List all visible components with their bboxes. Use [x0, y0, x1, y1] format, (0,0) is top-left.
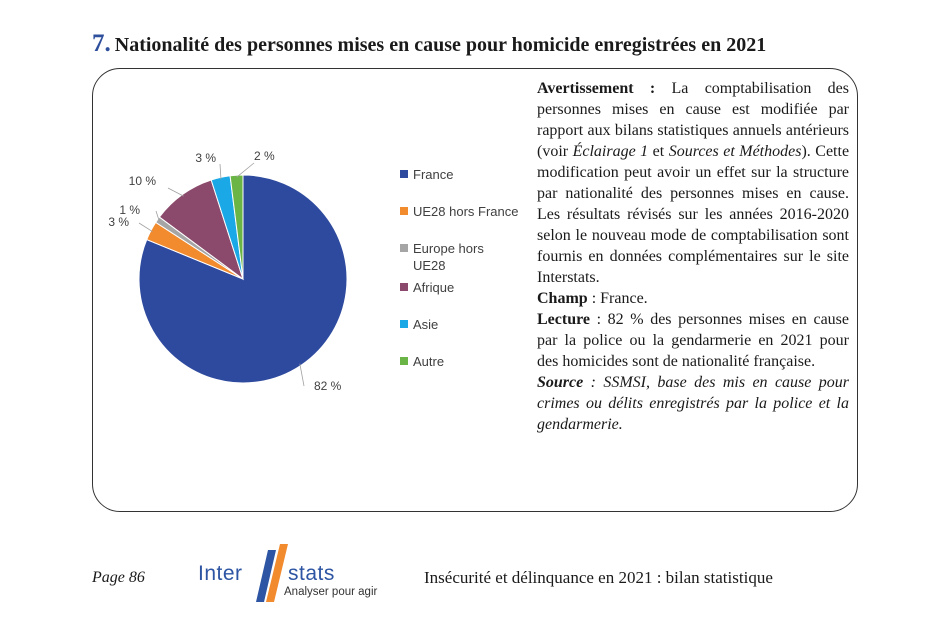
section-number: 7.: [92, 30, 111, 57]
legend-label: UE28 hors France: [413, 204, 519, 219]
warning-text: La comptabilisation des personnes mises …: [537, 80, 849, 160]
page-number: Page 86: [92, 569, 145, 586]
legend-label: France: [413, 167, 454, 182]
figure-notes: Avertissement : La comptabilisation des …: [537, 78, 849, 435]
logo-bars-icon: [256, 544, 288, 602]
warning-text: ). Cette modification peut avoir un effe…: [537, 143, 850, 286]
lecture-paragraph: Lecture : 82 % des personnes mises en ca…: [537, 309, 849, 372]
data-label: 3 %: [195, 151, 216, 165]
legend-item: Europe hors UE28: [400, 240, 508, 274]
champ-text: : France.: [587, 290, 648, 307]
legend-swatch: [400, 320, 408, 328]
leader-line: [167, 187, 184, 197]
warning-label: Avertissement :: [537, 80, 656, 97]
logo-word-inter: Inter: [198, 562, 243, 585]
legend-swatch: [400, 207, 408, 215]
pie-chart: 82 %3 %1 %10 %3 % 2 %: [108, 149, 348, 393]
legend-swatch: [400, 357, 408, 365]
logo-tagline: Analyser pour agir: [284, 586, 378, 598]
leader-line: [155, 210, 160, 221]
warning-text: et: [648, 143, 669, 160]
legend-label: Afrique: [413, 280, 455, 295]
champ-paragraph: Champ : France.: [537, 288, 849, 309]
warning-reference-2: Sources et Méthodes: [668, 143, 802, 160]
section-title: Nationalité des personnes mises en cause…: [114, 34, 767, 56]
legend-item: Autre: [400, 353, 444, 370]
leader-line: [299, 363, 305, 387]
publication-title: Insécurité et délinquance en 2021 : bila…: [424, 568, 773, 587]
legend-swatch: [400, 244, 408, 252]
legend-item: France: [400, 166, 453, 183]
legend-item: Asie: [400, 316, 438, 333]
warning-paragraph: Avertissement : La comptabilisation des …: [537, 78, 849, 288]
legend-item: UE28 hors France: [400, 203, 519, 220]
legend-label: Asie: [413, 317, 439, 332]
leader-line: [236, 162, 255, 178]
figure-frame: [92, 68, 858, 512]
data-label: 1 %: [119, 203, 140, 217]
page-title: 7. Nationalité des personnes mises en cau…: [92, 30, 766, 58]
legend-label: Europe hors UE28: [413, 241, 484, 273]
warning-reference-1: Éclairage 1: [572, 143, 649, 160]
legend-item: Afrique: [400, 279, 454, 296]
data-label: 82 %: [314, 379, 342, 393]
lecture-text: : 82 % des personnes mises en cause par …: [537, 311, 849, 370]
logo-word-stats: stats: [288, 562, 335, 585]
source-paragraph: Source : SSMSI, base des mis en cause po…: [537, 372, 849, 435]
leader-line: [219, 163, 222, 180]
legend-swatch: [400, 283, 408, 291]
data-label: 2 %: [254, 149, 275, 163]
champ-label: Champ: [537, 290, 588, 307]
leader-line: [138, 222, 153, 233]
pie-slice-autre: [229, 174, 244, 280]
source-label: Source: [537, 374, 584, 391]
legend-swatch: [400, 170, 408, 178]
source-text: : SSMSI, base des mis en cause pour crim…: [537, 374, 849, 433]
data-label: 3 %: [108, 215, 129, 229]
interstats-logo: Inter stats Analyser pour agir: [196, 544, 377, 606]
lecture-label: Lecture: [537, 311, 591, 328]
data-label: 10 %: [129, 174, 157, 188]
legend-label: Autre: [413, 354, 445, 369]
